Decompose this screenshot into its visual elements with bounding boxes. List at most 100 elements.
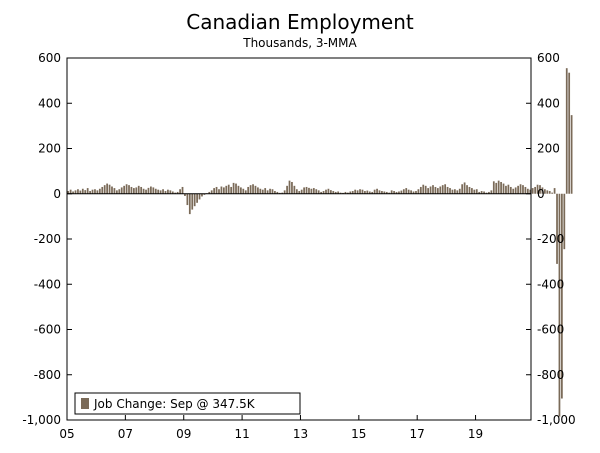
bar [356, 190, 359, 194]
bar [495, 182, 498, 194]
bar [137, 185, 140, 194]
bar [376, 188, 378, 194]
bar [385, 191, 388, 194]
x-tick-label: 15 [351, 427, 366, 441]
legend-box [74, 392, 301, 415]
bar [96, 190, 99, 194]
bar [276, 191, 279, 194]
y-tick-label-left: 400 [38, 96, 61, 110]
y-tick-label-right: 600 [537, 51, 560, 65]
bar [517, 185, 519, 194]
bar [123, 185, 126, 194]
bar [548, 191, 551, 194]
bar [135, 187, 138, 194]
bar [446, 186, 449, 194]
bar [203, 193, 206, 195]
bar [169, 190, 172, 194]
x-tick-label: 05 [59, 427, 74, 441]
bar [271, 189, 274, 194]
bar [490, 190, 493, 194]
bar [77, 189, 79, 194]
bar [247, 186, 250, 194]
bar [512, 188, 515, 194]
bar [429, 186, 432, 194]
bar [128, 185, 130, 194]
bar [468, 186, 471, 194]
bar [159, 190, 162, 194]
bar [269, 188, 271, 194]
bar [344, 191, 347, 194]
bar [422, 184, 425, 194]
bar [222, 187, 225, 194]
bar [261, 189, 264, 194]
legend-swatch [81, 398, 89, 409]
bar [252, 184, 254, 194]
bar [441, 185, 444, 194]
bar [69, 189, 72, 194]
bar [529, 189, 532, 194]
bar [181, 186, 184, 194]
bar [483, 191, 485, 194]
bar [390, 190, 393, 194]
bar [184, 193, 186, 197]
bar [125, 184, 128, 194]
bar [456, 190, 459, 194]
bar [150, 186, 152, 194]
bar [227, 184, 230, 194]
y-tick-label-left: -200 [34, 232, 61, 246]
bar [361, 189, 364, 194]
bar [167, 189, 169, 194]
bar [264, 188, 267, 194]
x-tick-label: 11 [234, 427, 249, 441]
bar [230, 186, 233, 194]
y-tick-label-left: 0 [53, 187, 61, 201]
bar [444, 184, 447, 194]
bar [174, 192, 177, 194]
bar [539, 185, 541, 194]
bar [417, 189, 420, 194]
bar [524, 186, 527, 194]
bar [286, 185, 288, 194]
bar [364, 191, 366, 194]
bar [337, 191, 340, 194]
bar [193, 193, 196, 207]
y-tick-label-right: 200 [537, 142, 560, 156]
bar [113, 188, 116, 194]
bar [436, 188, 439, 194]
bar [133, 188, 135, 194]
legend-label: Job Change: Sep @ 347.5K [93, 397, 256, 411]
bar [176, 191, 179, 194]
bar [142, 188, 145, 194]
bar [254, 185, 257, 194]
y-tick-label-right: -800 [537, 368, 564, 382]
bar [568, 72, 571, 194]
bar [526, 188, 529, 194]
bar [451, 189, 454, 194]
bar [240, 187, 242, 194]
bar [419, 186, 422, 194]
bar [485, 192, 488, 194]
bar [432, 185, 434, 194]
bar [349, 191, 352, 194]
bar [434, 186, 437, 194]
bar [463, 182, 466, 194]
bar [196, 193, 198, 203]
bar [507, 184, 510, 194]
bar [381, 191, 383, 194]
bar [152, 187, 155, 194]
bar [237, 185, 240, 194]
bar [570, 115, 573, 194]
bar [393, 191, 395, 194]
bar [395, 191, 398, 194]
bar [427, 188, 430, 194]
bar [215, 186, 218, 194]
bar [74, 190, 77, 194]
bar [84, 190, 87, 194]
bar [288, 180, 291, 194]
bar [98, 188, 101, 194]
bar [145, 189, 147, 194]
bar [558, 193, 561, 417]
bar [329, 190, 332, 194]
bar [79, 190, 82, 194]
